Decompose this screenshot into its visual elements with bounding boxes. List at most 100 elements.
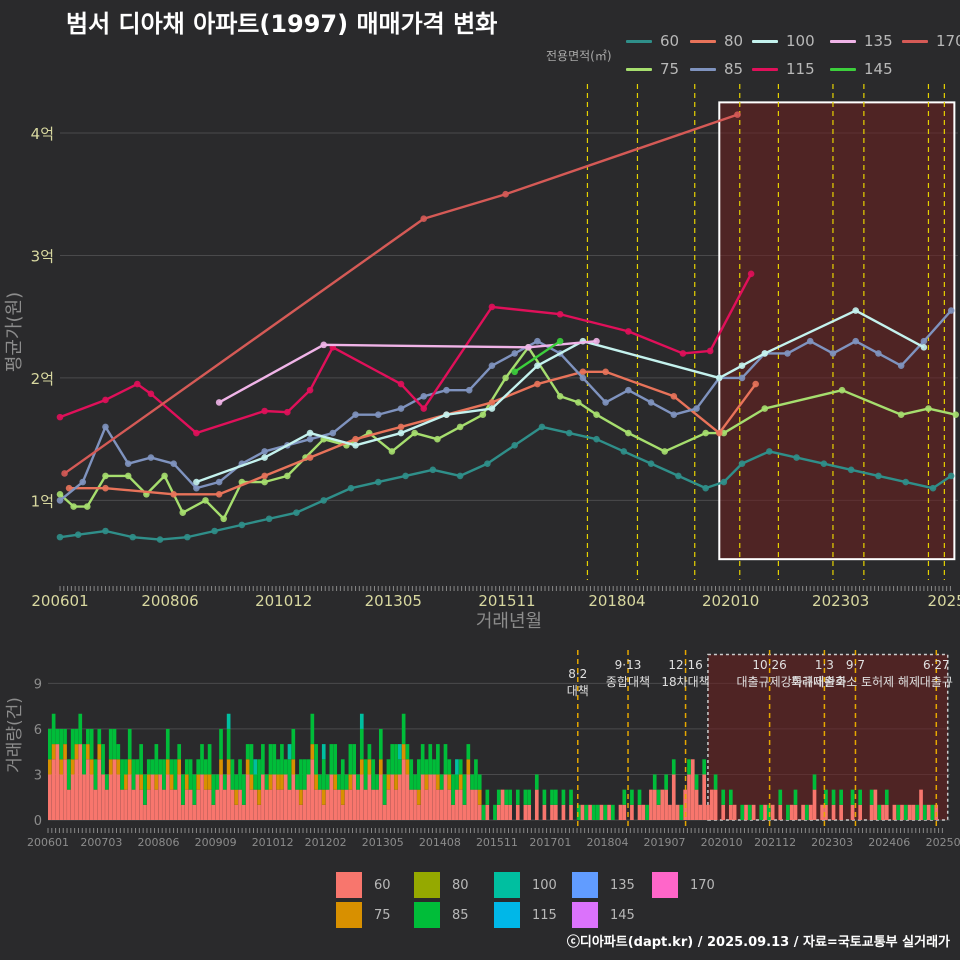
bar-segment-75	[146, 774, 151, 790]
series-point-75	[661, 448, 669, 455]
bar-segment-85	[158, 759, 162, 775]
bar-segment-60	[694, 789, 699, 820]
bar-segment-85	[740, 804, 745, 820]
bar-segment-60	[660, 789, 665, 820]
bar-segment-85	[89, 728, 94, 760]
series-point-85	[806, 337, 814, 345]
bar-segment-60	[352, 774, 357, 820]
bar-segment-85	[375, 774, 379, 790]
bar-segment-60	[926, 804, 931, 820]
series-point-85	[102, 423, 109, 431]
bar-segment-85	[314, 744, 318, 775]
bar-segment-60	[884, 804, 889, 820]
bar-segment-60	[230, 789, 235, 820]
bar-segment-60	[184, 789, 189, 820]
legend-swatch	[690, 67, 716, 71]
series-point-80	[752, 380, 759, 388]
bar-segment-75	[321, 789, 326, 805]
bar-segment-75	[196, 774, 201, 790]
bar-segment-85	[401, 713, 406, 745]
bar-x-tick-label: 202010	[701, 836, 743, 849]
x-tick-label: 201804	[588, 592, 645, 610]
legend-swatch	[626, 39, 652, 43]
legend-swatch	[830, 39, 856, 43]
bar-segment-85	[162, 759, 166, 790]
bar-segment-85	[192, 774, 197, 805]
bar-segment-60	[504, 804, 509, 820]
bar-segment-85	[116, 744, 121, 760]
series-point-60	[538, 423, 546, 431]
bar-segment-60	[713, 789, 718, 820]
bar-segment-85	[398, 759, 402, 775]
bar-segment-60	[839, 804, 843, 820]
bar-segment-60	[550, 804, 554, 820]
annotation-text: 대책	[567, 683, 589, 698]
bar-segment-60	[348, 789, 353, 820]
bar-segment-85	[169, 759, 174, 775]
series-point-80	[65, 484, 73, 492]
bar-segment-85	[253, 774, 258, 790]
bar-segment-60	[51, 759, 56, 820]
bar-legend-item-80: 80	[414, 872, 469, 898]
bar-segment-85	[417, 759, 421, 790]
bar-segment-85	[295, 774, 299, 790]
bar-segment-60	[873, 789, 878, 820]
series-point-85	[465, 386, 473, 394]
bar-segment-60	[394, 789, 398, 820]
bar-segment-60	[261, 774, 265, 820]
bar-segment-85	[576, 804, 581, 820]
legend-label: 115	[786, 60, 815, 78]
series-point-115	[56, 413, 64, 421]
bar-segment-60	[169, 789, 174, 820]
bar-segment-60	[820, 804, 824, 820]
bar-segment-75	[207, 774, 212, 790]
series-point-75	[161, 472, 168, 480]
series-point-145	[556, 337, 564, 345]
bar-segment-85	[534, 774, 539, 790]
bar-segment-60	[664, 789, 668, 820]
bar-segment-75	[466, 759, 471, 775]
bar-segment-60	[287, 789, 292, 820]
series-line-170	[63, 113, 738, 475]
bar-segment-85	[386, 759, 391, 775]
bar-segment-60	[588, 804, 592, 820]
bar-segment-75	[234, 789, 239, 805]
bar-segment-60	[432, 774, 436, 820]
bar-segment-60	[302, 789, 307, 820]
bar-segment-60	[314, 789, 318, 820]
bar-segment-85	[439, 774, 444, 790]
bar-segment-85	[508, 789, 512, 805]
series-point-85	[261, 448, 268, 455]
legend-item-135: 135	[830, 32, 893, 50]
bar-segment-75	[477, 789, 482, 805]
series-point-60	[702, 484, 709, 492]
bar-segment-85	[211, 774, 216, 805]
series-point-85	[443, 386, 450, 394]
legend-label: 145	[864, 60, 893, 78]
bar-segment-85	[63, 728, 67, 745]
bar-segment-100	[359, 713, 364, 729]
series-point-100	[488, 405, 496, 412]
x-tick-label: 201012	[255, 592, 312, 610]
bar-segment-85	[112, 728, 117, 760]
series-point-145	[511, 368, 518, 376]
series-point-60	[620, 448, 628, 455]
annotation-date: 9·7	[846, 658, 865, 672]
bar-segment-85	[131, 759, 136, 790]
bar-segment-60	[763, 804, 767, 820]
series-point-115	[625, 328, 632, 335]
annotation-date: 9·13	[615, 658, 642, 672]
bar-segment-85	[59, 728, 64, 760]
bar-segment-60	[127, 774, 132, 820]
series-point-85	[602, 399, 609, 406]
bar-segment-60	[124, 789, 128, 820]
series-point-115	[261, 407, 268, 415]
series-point-80	[102, 484, 109, 492]
bar-segment-60	[356, 789, 360, 820]
series-point-115	[747, 270, 755, 278]
series-point-75	[124, 472, 132, 480]
legend-swatch	[690, 39, 716, 43]
bar-segment-75	[154, 774, 159, 790]
bar-segment-85	[645, 804, 649, 820]
legend-swatch	[752, 39, 778, 43]
